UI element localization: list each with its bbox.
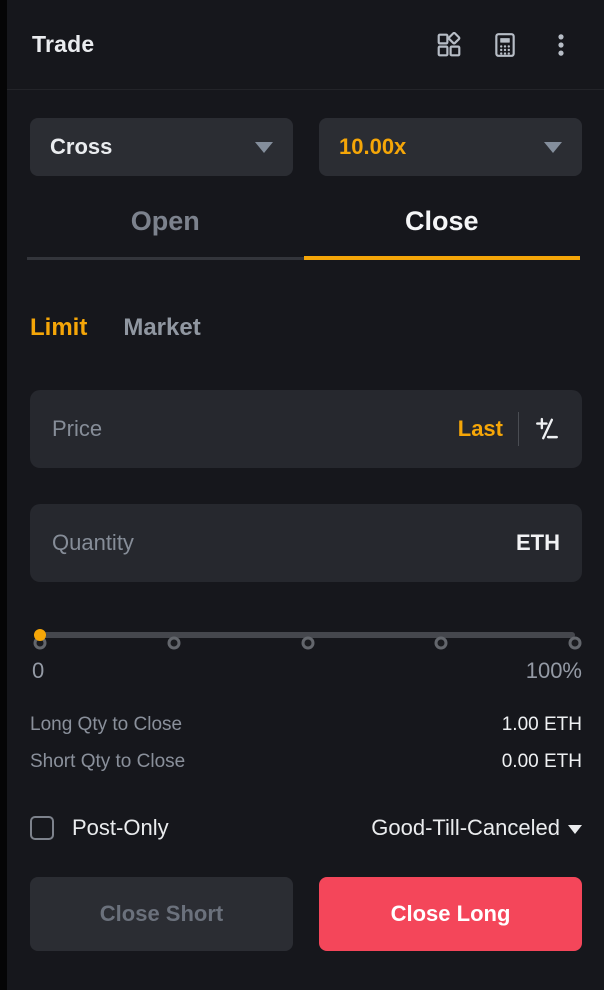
quantity-label: Quantity — [52, 530, 134, 555]
slider-handle[interactable] — [34, 629, 46, 641]
header-icons — [436, 31, 574, 58]
short-qty-value: 0.00 ETH — [501, 751, 582, 772]
quantity-slider[interactable] — [30, 624, 582, 650]
position-qty-rows: Long Qty to Close 1.00 ETH Short Qty to … — [30, 714, 582, 773]
margin-controls: Cross 10.00x — [30, 118, 582, 176]
tab-limit[interactable]: Limit — [30, 314, 88, 341]
calculator-icon[interactable] — [492, 32, 518, 58]
quantity-unit: ETH — [516, 530, 560, 555]
long-qty-value: 1.00 ETH — [501, 714, 582, 735]
left-edge-strip — [0, 0, 7, 990]
tab-market[interactable]: Market — [123, 314, 201, 341]
order-type-tabs: Limit Market — [30, 314, 574, 342]
plus-minus-icon[interactable] — [534, 416, 560, 442]
close-short-button[interactable]: Close Short — [30, 877, 293, 951]
layout-grid-icon[interactable] — [436, 31, 462, 58]
leverage-select[interactable]: 10.00x — [319, 118, 582, 176]
time-in-force-value: Good-Till-Canceled — [371, 815, 560, 840]
page-title: Trade — [32, 31, 95, 57]
post-only-checkbox[interactable] — [30, 816, 54, 840]
position-tabs: Open Close — [27, 206, 580, 260]
short-qty-label: Short Qty to Close — [30, 751, 186, 772]
price-field-right: Last — [458, 412, 560, 446]
slider-stop-50[interactable] — [301, 636, 314, 650]
quantity-field[interactable]: Quantity ETH — [30, 504, 582, 582]
slider-stop-25[interactable] — [167, 636, 181, 650]
quantity-field-right: ETH — [516, 530, 560, 556]
margin-mode-value: Cross — [50, 134, 113, 159]
leverage-value: 10.00x — [339, 134, 407, 159]
slider-stop-75[interactable] — [434, 636, 448, 650]
short-qty-row: Short Qty to Close 0.00 ETH — [30, 751, 582, 773]
slider-min-label: 0 — [32, 658, 45, 683]
tab-close[interactable]: Close — [303, 206, 580, 260]
order-options-row: Post-Only Good-Till-Canceled — [30, 815, 582, 841]
margin-mode-select[interactable]: Cross — [30, 118, 293, 176]
time-in-force-select[interactable]: Good-Till-Canceled — [371, 815, 582, 841]
slider-labels: 0 100% — [32, 658, 582, 684]
price-field[interactable]: Price Last — [30, 390, 582, 468]
kebab-menu-icon[interactable] — [548, 32, 574, 58]
action-buttons: Close Short Close Long — [30, 877, 582, 951]
tab-open[interactable]: Open — [27, 206, 304, 260]
use-last-price-button[interactable]: Last — [457, 416, 503, 441]
chevron-down-icon — [544, 141, 562, 153]
post-only-label: Post-Only — [72, 815, 169, 840]
long-qty-row: Long Qty to Close 1.00 ETH — [30, 714, 582, 736]
slider-stop-100[interactable] — [568, 636, 582, 650]
close-long-button[interactable]: Close Long — [319, 877, 582, 951]
chevron-down-icon — [568, 825, 582, 834]
price-label: Price — [52, 416, 103, 441]
panel-header: Trade — [0, 0, 604, 90]
long-qty-label: Long Qty to Close — [30, 714, 183, 735]
chevron-down-icon — [255, 141, 273, 153]
divider — [518, 412, 519, 446]
slider-max-label: 100% — [525, 658, 582, 683]
slider-track[interactable] — [33, 632, 582, 650]
